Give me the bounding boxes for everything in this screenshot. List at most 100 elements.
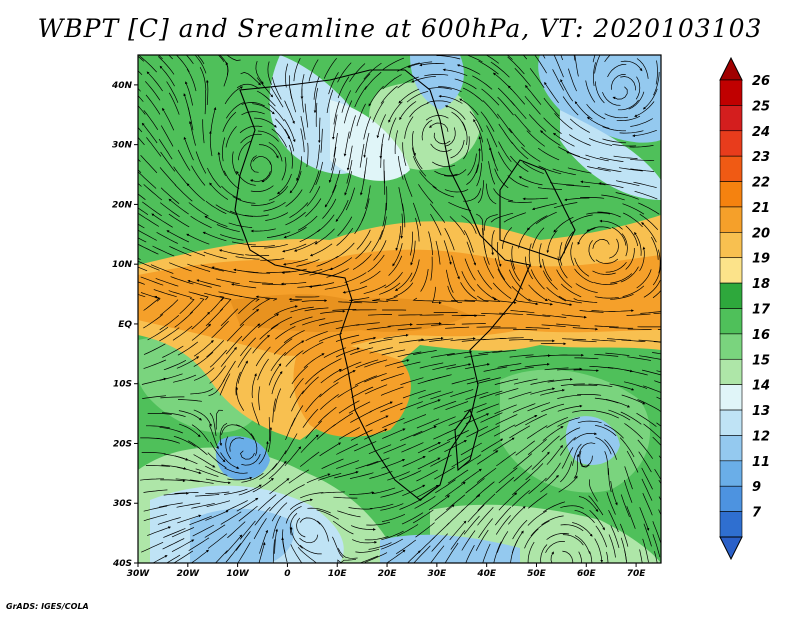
streamline — [639, 246, 646, 272]
streamline — [419, 362, 444, 369]
streamline — [140, 292, 161, 302]
streamline — [627, 328, 652, 330]
streamline — [446, 494, 466, 511]
colorbar-segment — [719, 206, 743, 233]
streamline — [364, 71, 382, 90]
streamline — [297, 546, 317, 563]
colorbar-segment — [719, 358, 743, 385]
streamline — [319, 442, 342, 457]
streamline — [594, 55, 601, 74]
streamline — [314, 228, 335, 245]
streamline — [398, 88, 420, 104]
streamline — [550, 551, 554, 563]
madagascar-coastline — [454, 408, 479, 472]
streamline — [162, 345, 184, 358]
x-tick-label: 40E — [476, 569, 497, 579]
colorbar-segment — [719, 333, 743, 360]
streamline — [143, 295, 160, 311]
colorbar-max-arrow — [719, 56, 743, 81]
streamline — [463, 136, 470, 160]
streamline — [195, 494, 220, 497]
streamline — [482, 100, 499, 119]
streamline — [245, 254, 270, 257]
streamline — [579, 455, 593, 467]
streamline — [350, 472, 374, 479]
streamline — [442, 68, 468, 77]
streamline — [572, 522, 593, 537]
streamline — [138, 294, 146, 298]
streamline — [658, 409, 661, 412]
streamline — [592, 55, 596, 63]
streamline — [639, 213, 659, 231]
streamline — [210, 295, 225, 313]
streamline — [385, 186, 388, 211]
streamline — [169, 245, 192, 257]
streamline — [342, 285, 368, 294]
streamline — [626, 450, 639, 473]
streamline — [384, 271, 403, 289]
streamline — [543, 97, 560, 117]
streamline — [273, 338, 293, 355]
streamline — [272, 515, 281, 539]
streamline — [173, 166, 189, 186]
streamline — [138, 237, 147, 243]
streamline — [303, 353, 325, 369]
streamline — [235, 424, 255, 440]
colorbar-segment — [719, 384, 743, 411]
streamline — [541, 324, 566, 327]
streamline — [425, 115, 449, 121]
streamline — [222, 111, 237, 133]
streamline — [611, 74, 626, 90]
streamline — [621, 233, 628, 257]
streamline — [171, 527, 195, 538]
streamline — [625, 225, 639, 247]
streamline — [285, 211, 306, 226]
streamline — [138, 266, 148, 272]
streamline — [193, 409, 212, 427]
streamline — [643, 523, 652, 547]
streamline — [543, 501, 566, 513]
streamline — [241, 111, 265, 116]
streamline — [476, 162, 483, 187]
streamline — [527, 402, 551, 412]
streamline — [271, 502, 288, 522]
streamline — [218, 291, 243, 297]
streamline — [394, 130, 399, 155]
streamline — [430, 143, 452, 152]
streamline — [620, 411, 642, 425]
streamline — [488, 161, 496, 185]
streamline — [299, 534, 319, 544]
streamline — [380, 85, 398, 104]
streamline — [380, 402, 403, 413]
streamline — [606, 492, 616, 515]
streamline — [429, 203, 446, 223]
streamline — [284, 129, 295, 152]
streamline — [219, 423, 228, 447]
streamline — [257, 494, 277, 511]
x-tick-label: 70E — [627, 569, 647, 579]
streamline — [591, 339, 616, 342]
streamline — [481, 313, 506, 315]
streamline — [207, 452, 227, 469]
streamline — [598, 182, 624, 188]
streamline — [527, 541, 535, 563]
streamline — [251, 402, 260, 426]
x-tick-label: 20W — [177, 569, 201, 579]
streamline — [159, 327, 180, 342]
streamline — [552, 132, 575, 147]
streamline — [560, 383, 585, 386]
streamline — [511, 478, 531, 496]
streamline — [512, 519, 528, 540]
streamline — [289, 513, 298, 536]
streamline — [634, 190, 658, 200]
streamline — [302, 318, 326, 326]
streamline — [187, 106, 194, 131]
streamline — [610, 525, 620, 548]
streamline — [476, 213, 484, 236]
streamline — [637, 399, 660, 411]
streamline — [367, 254, 385, 273]
streamline — [560, 505, 584, 509]
streamline — [654, 380, 661, 384]
streamline — [493, 541, 502, 563]
y-tick-label: 20N — [112, 200, 133, 210]
